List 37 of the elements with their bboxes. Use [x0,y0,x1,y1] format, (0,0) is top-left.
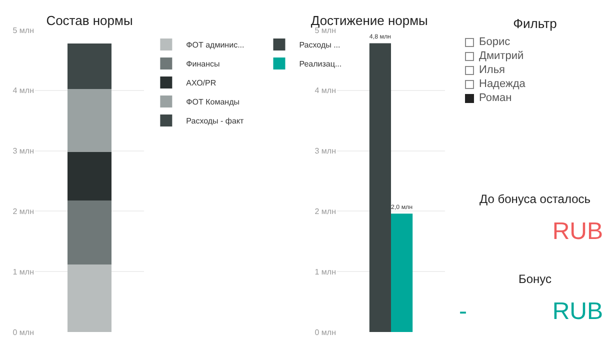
bar [68,200,112,264]
text: RUB [552,218,603,246]
y-tick-label: 2 млн [314,207,336,216]
y-tick-label: 3 млн [314,146,336,156]
text: - [459,298,467,326]
legend-label: Расходы - факт [186,116,244,126]
legend-label: АХО/PR [186,78,216,88]
category-label: Борис [478,35,512,49]
y-tick-label: 3 млн [12,146,34,156]
chart-title: Достижение нормы [310,12,428,28]
y-tick-label: 2 млн [12,207,34,216]
text: Бонус [517,272,553,286]
y-tick-label: 0 млн [314,328,336,337]
legend-label: ФОТ админис... [186,40,244,50]
y-tick-label: 4 млн [314,86,336,96]
text: До бонуса осталось [478,192,592,206]
legend-label: ФОТ Команды [186,98,240,107]
text: Фильтр [512,16,558,31]
category-label: Надежда [478,77,526,91]
y-tick-label: 1 млн [12,267,34,276]
y-tick-label: 5 млн [12,26,34,35]
bar [68,152,112,200]
chart-title: Состав нормы [46,12,133,28]
text: RUB [552,298,603,326]
bar [68,264,112,332]
y-tick-label: 1 млн [314,267,336,276]
legend-label: Финансы [186,60,220,69]
y-tick-label: 5 млн [314,26,336,35]
category-label: Дмитрий [478,49,525,63]
bar [68,43,112,90]
category-label: Илья [478,63,506,77]
y-tick-label: 0 млн [12,328,34,337]
category-label: Роман [478,91,513,105]
legend-label: Реализац... [299,60,342,69]
y-tick-label: 4 млн [12,86,34,96]
bar [68,89,112,152]
legend-label: Расходы ... [299,40,340,50]
